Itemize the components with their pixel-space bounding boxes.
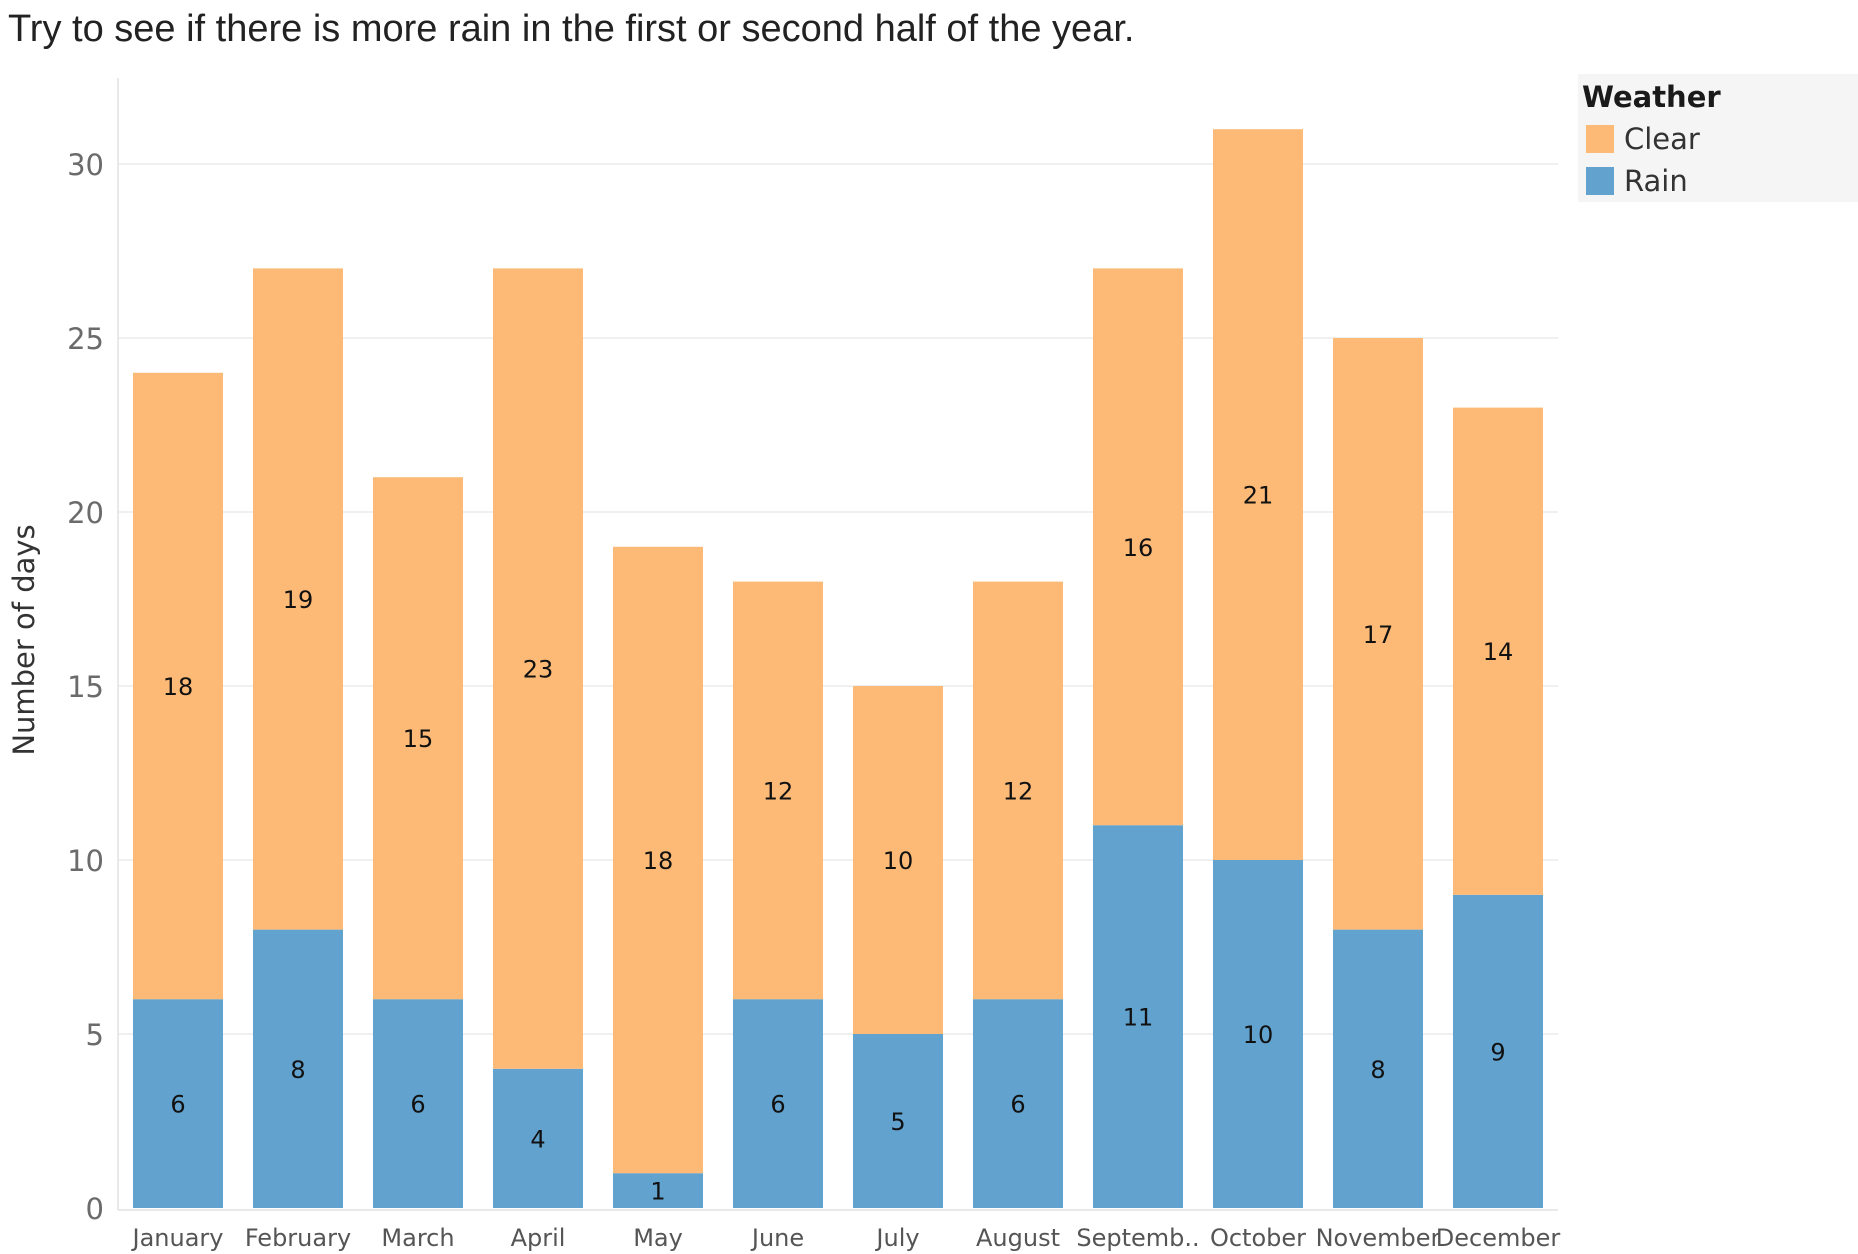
gridlines xyxy=(118,163,1558,1035)
bars xyxy=(133,129,1543,1208)
y-tick-label: 15 xyxy=(67,670,104,704)
x-tick-label: February xyxy=(245,1224,351,1252)
bar-rain[interactable] xyxy=(973,999,1063,1208)
x-tick-label: Septemb.. xyxy=(1076,1224,1199,1252)
y-tick-label: 30 xyxy=(67,148,104,182)
data-label-rain: 6 xyxy=(770,1091,785,1119)
data-label-clear: 21 xyxy=(1243,482,1274,510)
y-tick-label: 5 xyxy=(86,1018,104,1052)
bar-rain[interactable] xyxy=(253,929,343,1208)
data-label-clear: 10 xyxy=(883,847,914,875)
bar-clear[interactable] xyxy=(1213,129,1303,860)
data-label-rain: 11 xyxy=(1123,1004,1154,1032)
data-label-clear: 17 xyxy=(1363,621,1394,649)
bar-clear[interactable] xyxy=(853,686,943,1034)
x-tick-label: December xyxy=(1436,1224,1561,1252)
legend: Weather Clear Rain xyxy=(1578,74,1858,202)
legend-swatch-clear xyxy=(1586,125,1614,153)
bar-rain[interactable] xyxy=(1093,825,1183,1208)
x-tick-label: July xyxy=(874,1224,919,1252)
data-label-rain: 1 xyxy=(650,1178,665,1206)
x-tick-label: June xyxy=(750,1224,804,1252)
bar-clear[interactable] xyxy=(373,477,463,1000)
y-axis-label: Number of days xyxy=(7,524,41,755)
data-label-clear: 12 xyxy=(1003,777,1034,805)
bar-clear[interactable] xyxy=(133,372,223,1000)
bar-clear[interactable] xyxy=(733,581,823,1000)
legend-item-clear[interactable]: Clear xyxy=(1586,122,1700,156)
data-label-rain: 9 xyxy=(1490,1038,1505,1066)
x-tick-label: October xyxy=(1210,1224,1306,1252)
data-label-rain: 4 xyxy=(530,1125,545,1153)
y-tick-label: 10 xyxy=(67,844,104,878)
bar-clear[interactable] xyxy=(1453,407,1543,895)
data-label-clear: 18 xyxy=(163,673,194,701)
data-label-rain: 10 xyxy=(1243,1021,1274,1049)
x-tick-label: April xyxy=(511,1224,566,1252)
data-label-rain: 6 xyxy=(410,1091,425,1119)
x-tick-label: November xyxy=(1316,1224,1441,1252)
legend-item-rain[interactable]: Rain xyxy=(1586,164,1688,198)
data-label-rain: 8 xyxy=(1370,1056,1385,1084)
bar-clear[interactable] xyxy=(493,268,583,1069)
data-label-rain: 8 xyxy=(290,1056,305,1084)
legend-label-clear: Clear xyxy=(1624,122,1700,156)
x-tick-label: August xyxy=(976,1224,1060,1252)
data-labels: 6 18 8 19 6 15 4 23 1 18 6 12 5 10 6 12 11 16 10 21 8 17 9 14 xyxy=(163,482,1514,1206)
y-tick-label: 20 xyxy=(67,496,104,530)
bar-rain[interactable] xyxy=(133,999,223,1208)
bar-rain[interactable] xyxy=(1453,894,1543,1208)
chart-title: Try to see if there is more rain in the … xyxy=(8,8,1135,50)
data-label-rain: 5 xyxy=(890,1108,905,1136)
legend-title: Weather xyxy=(1582,80,1721,114)
bar-clear[interactable] xyxy=(973,581,1063,1000)
data-label-clear: 23 xyxy=(523,656,554,684)
data-label-clear: 18 xyxy=(643,847,674,875)
bar-clear[interactable] xyxy=(1093,268,1183,826)
data-label-clear: 19 xyxy=(283,586,314,614)
bar-rain[interactable] xyxy=(733,999,823,1208)
y-tick-label: 25 xyxy=(67,322,104,356)
bar-clear[interactable] xyxy=(253,268,343,930)
x-tick-label: May xyxy=(633,1224,683,1252)
legend-swatch-rain xyxy=(1586,167,1614,195)
data-label-clear: 14 xyxy=(1483,638,1514,666)
legend-label-rain: Rain xyxy=(1624,164,1688,198)
x-tick-label: January xyxy=(131,1224,224,1252)
bar-clear[interactable] xyxy=(613,546,703,1174)
data-label-clear: 12 xyxy=(763,777,794,805)
bar-clear[interactable] xyxy=(1333,338,1423,930)
bar-rain[interactable] xyxy=(1333,929,1423,1208)
bar-rain[interactable] xyxy=(1213,860,1303,1208)
data-label-rain: 6 xyxy=(170,1091,185,1119)
bar-rain[interactable] xyxy=(493,1068,583,1208)
data-label-clear: 15 xyxy=(403,725,434,753)
data-label-rain: 6 xyxy=(1010,1091,1025,1119)
y-tick-label: 0 xyxy=(86,1192,104,1226)
data-label-clear: 16 xyxy=(1123,534,1154,562)
bar-rain[interactable] xyxy=(373,999,463,1208)
x-tick-label: March xyxy=(381,1224,454,1252)
bar-rain[interactable] xyxy=(613,1173,703,1208)
bar-rain[interactable] xyxy=(853,1034,943,1208)
